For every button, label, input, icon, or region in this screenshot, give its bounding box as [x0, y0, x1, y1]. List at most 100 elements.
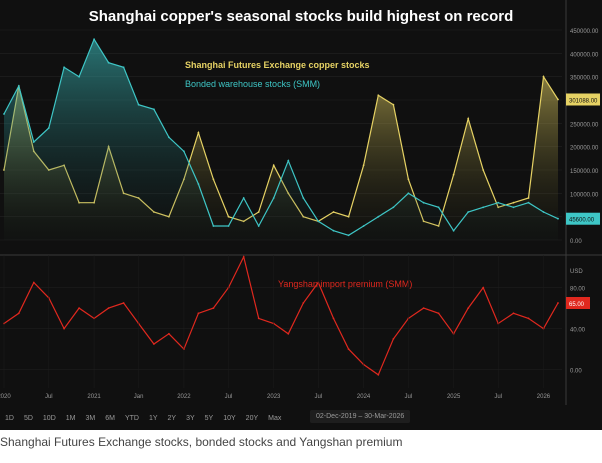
point-shanghai-futures-exchange-copper-stocks — [362, 164, 365, 167]
range-button-5y[interactable]: 5Y — [204, 415, 214, 422]
x-tick-label: 2026 — [537, 394, 551, 400]
point-bonded-warehouse-stocks-smm — [347, 234, 350, 237]
range-button-max[interactable]: Max — [268, 415, 282, 422]
point-bonded-warehouse-stocks-smm — [107, 61, 110, 64]
point-shanghai-futures-exchange-copper-stocks — [542, 75, 545, 78]
y-tick-label: 150000.00 — [570, 169, 599, 175]
range-button-1m[interactable]: 1M — [65, 415, 76, 422]
range-button-1y[interactable]: 1Y — [148, 415, 158, 422]
point-yangshan-import-premium-smm — [467, 307, 470, 309]
point-yangshan-import-premium-smm — [122, 302, 125, 304]
range-button-10y[interactable]: 10Y — [223, 415, 236, 422]
point-shanghai-futures-exchange-copper-stocks — [227, 215, 230, 218]
point-bonded-warehouse-stocks-smm — [392, 206, 395, 209]
point-yangshan-import-premium-smm — [168, 332, 170, 335]
point-bonded-warehouse-stocks-smm — [287, 159, 290, 162]
point-bonded-warehouse-stocks-smm — [17, 85, 20, 87]
y-unit-label: USD — [570, 269, 583, 275]
point-bonded-warehouse-stocks-smm — [153, 108, 155, 111]
point-bonded-warehouse-stocks-smm — [422, 201, 425, 204]
point-bonded-warehouse-stocks-smm — [197, 183, 200, 185]
point-bonded-warehouse-stocks-smm — [557, 217, 559, 220]
x-tick-label: 2023 — [267, 394, 281, 400]
last-value-tag — [566, 93, 600, 106]
point-yangshan-import-premium-smm — [482, 286, 485, 289]
x-tick-label: Jan — [134, 394, 144, 400]
legend-label-sfe-copper: Shanghai Futures Exchange copper stocks — [185, 60, 370, 70]
figure-caption: Shanghai Futures Exchange stocks, bonded… — [0, 435, 403, 449]
y-tick-label: 100000.00 — [570, 192, 599, 198]
last-value-tag — [566, 212, 600, 225]
point-shanghai-futures-exchange-copper-stocks — [557, 98, 559, 101]
point-yangshan-import-premium-smm — [347, 348, 350, 350]
point-bonded-warehouse-stocks-smm — [272, 197, 275, 199]
point-shanghai-futures-exchange-copper-stocks — [467, 117, 470, 120]
y-tick-label: 80.00 — [570, 287, 586, 293]
x-tick-label: 2022 — [177, 394, 191, 400]
last-value-label: 45600.00 — [569, 218, 595, 224]
x-tick-label: 2024 — [357, 394, 371, 400]
point-shanghai-futures-exchange-copper-stocks — [257, 211, 260, 213]
y-tick-label: 450000.00 — [570, 29, 599, 35]
point-bonded-warehouse-stocks-smm — [332, 229, 335, 232]
point-yangshan-import-premium-smm — [107, 307, 110, 309]
x-tick-label: Jul — [494, 394, 502, 400]
point-bonded-warehouse-stocks-smm — [78, 75, 80, 78]
point-bonded-warehouse-stocks-smm — [362, 225, 365, 227]
point-bonded-warehouse-stocks-smm — [32, 141, 35, 143]
y-tick-label: 350000.00 — [570, 76, 599, 82]
point-yangshan-import-premium-smm — [332, 317, 335, 320]
point-bonded-warehouse-stocks-smm — [437, 206, 440, 209]
range-button-20y[interactable]: 20Y — [245, 415, 259, 422]
point-bonded-warehouse-stocks-smm — [317, 220, 320, 223]
range-button-ytd[interactable]: YTD — [124, 415, 139, 422]
last-value-label: 301088.00 — [569, 98, 598, 104]
point-yangshan-import-premium-smm — [257, 317, 260, 320]
point-bonded-warehouse-stocks-smm — [527, 201, 530, 204]
point-yangshan-import-premium-smm — [242, 256, 245, 258]
range-button-2y[interactable]: 2Y — [167, 415, 177, 422]
point-bonded-warehouse-stocks-smm — [467, 211, 470, 213]
x-tick-label: Jul — [405, 394, 413, 400]
chart-svg: 450000.00400000.00350000.00300000.002500… — [0, 0, 602, 405]
point-shanghai-futures-exchange-copper-stocks — [197, 131, 200, 134]
y-tick-label: 0.00 — [570, 239, 582, 245]
range-button-3y[interactable]: 3Y — [186, 415, 195, 422]
range-button-5d[interactable]: 5D — [23, 415, 33, 422]
point-bonded-warehouse-stocks-smm — [212, 225, 215, 227]
point-bonded-warehouse-stocks-smm — [452, 229, 455, 232]
y-tick-label: 400000.00 — [570, 52, 599, 58]
point-yangshan-import-premium-smm — [422, 307, 425, 309]
range-button-6m[interactable]: 6M — [105, 415, 115, 422]
last-value-label: 65.00 — [569, 302, 585, 308]
legend-label-bonded: Bonded warehouse stocks (SMM) — [185, 79, 320, 89]
point-bonded-warehouse-stocks-smm — [482, 206, 485, 209]
x-tick-label: 2020 — [0, 394, 11, 400]
range-button-1d[interactable]: 1D — [5, 415, 14, 422]
point-bonded-warehouse-stocks-smm — [168, 136, 170, 139]
point-shanghai-futures-exchange-copper-stocks — [272, 164, 275, 167]
point-yangshan-import-premium-smm — [63, 327, 65, 330]
point-yangshan-import-premium-smm — [437, 312, 440, 315]
range-button-3m[interactable]: 3M — [85, 415, 96, 422]
point-yangshan-import-premium-smm — [78, 307, 80, 309]
point-yangshan-import-premium-smm — [153, 343, 155, 345]
x-tick-label: Jul — [45, 394, 53, 400]
point-shanghai-futures-exchange-copper-stocks — [392, 103, 395, 106]
date-range-field[interactable]: 02-Dec-2019 – 30-Mar-2026 — [310, 410, 411, 423]
x-tick-label: Jul — [225, 394, 233, 400]
point-shanghai-futures-exchange-copper-stocks — [377, 94, 380, 97]
point-shanghai-futures-exchange-copper-stocks — [347, 215, 350, 218]
range-button-10d[interactable]: 10D — [42, 415, 56, 422]
y-tick-label: 200000.00 — [570, 146, 599, 152]
point-bonded-warehouse-stocks-smm — [47, 127, 50, 129]
point-yangshan-import-premium-smm — [17, 312, 20, 315]
point-shanghai-futures-exchange-copper-stocks — [212, 178, 215, 181]
point-bonded-warehouse-stocks-smm — [93, 38, 95, 41]
point-yangshan-import-premium-smm — [392, 338, 395, 340]
point-bonded-warehouse-stocks-smm — [512, 206, 515, 209]
point-yangshan-import-premium-smm — [512, 312, 515, 315]
area-bonded-warehouse-stocks-smm — [4, 39, 558, 240]
point-bonded-warehouse-stocks-smm — [242, 197, 245, 199]
